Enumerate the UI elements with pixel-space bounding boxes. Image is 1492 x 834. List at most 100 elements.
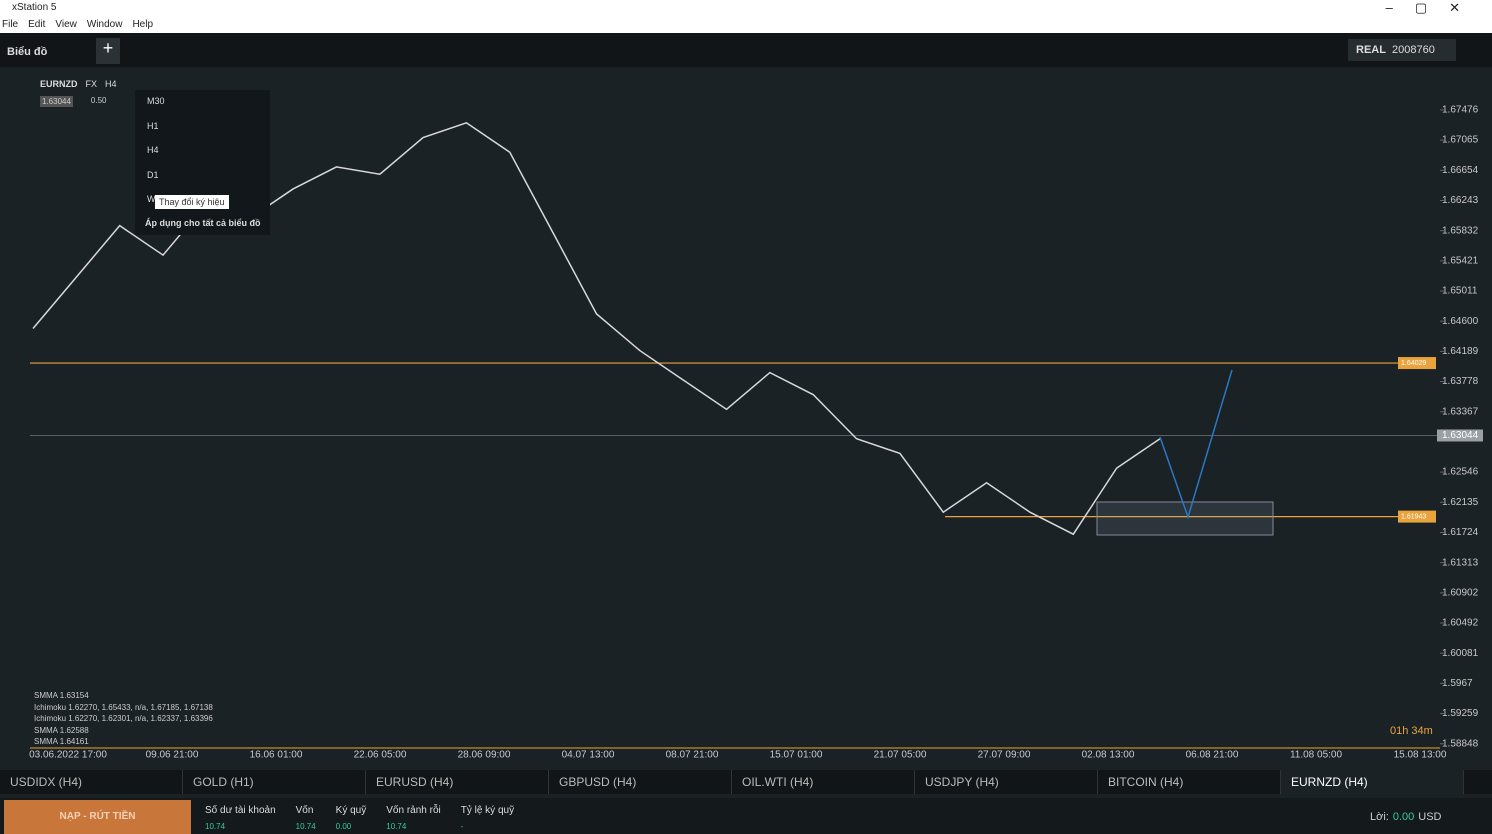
tooltip: Thay đổi ký hiệu — [155, 195, 229, 209]
profit: Lời: 0.00 USD — [1370, 811, 1442, 823]
x-tick-label: 02.08 13:00 — [1082, 750, 1135, 761]
chart-tabs: USDIDX (H4) GOLD (H1) EURUSD (H4) GBPUSD (H… — [0, 770, 1492, 794]
spread: 0.50 — [90, 96, 107, 105]
stat: Số dư tài khoản 10.74 — [205, 805, 276, 831]
symbol-timeframe[interactable]: H4 — [105, 79, 117, 89]
chart-tab[interactable]: Biểu đồ — [7, 46, 48, 58]
indicator-legend: SMMA 1.63154 Ichimoku 1.62270, 1.65433, n… — [34, 690, 213, 748]
x-tick-label: 03.06.2022 17:00 — [29, 750, 107, 761]
stat: Tỷ lệ ký quỹ - — [461, 805, 514, 831]
indicator: SMMA 1.63154 — [34, 691, 89, 700]
y-tick-label: 1.62546 — [1442, 467, 1479, 478]
indicator: SMMA 1.64161 — [34, 737, 89, 746]
tab[interactable]: EURNZD (H4) — [1281, 770, 1464, 794]
level-label-bg — [1398, 510, 1436, 523]
stat: Vốn rảnh rỗi 10.74 — [386, 805, 440, 831]
stat-label: Ký quỹ — [335, 805, 367, 816]
stat: Ký quỹ 0.00 — [336, 805, 367, 831]
y-tick-label: 1.65011 — [1442, 286, 1478, 297]
x-tick-label: 15.08 13:00 — [1394, 750, 1447, 761]
indicator: Ichimoku 1.62270, 1.65433, n/a, 1.67185,… — [34, 702, 213, 712]
y-tick-label: 1.66243 — [1442, 195, 1479, 206]
y-tick-label: 1.67476 — [1442, 105, 1479, 116]
currency: USD — [1418, 811, 1442, 823]
y-tick-label: 1.58848 — [1442, 738, 1479, 749]
stat-value: 0.00 — [335, 822, 352, 831]
stat-value: 10.74 — [205, 822, 226, 831]
symbol-market: FX — [85, 79, 98, 89]
y-tick-label: 1.65421 — [1442, 256, 1479, 267]
tab[interactable]: OIL.WTI (H4) — [732, 770, 915, 794]
x-tick-label: 27.07 09:00 — [978, 750, 1031, 761]
tab[interactable]: USDIDX (H4) — [0, 770, 183, 794]
y-tick-label: 1.61724 — [1442, 527, 1479, 538]
price-input[interactable]: 1.63044 — [40, 96, 73, 107]
symbol-header: EURNZD FX H4 — [40, 79, 117, 89]
stat-label: Vốn rảnh rỗi — [386, 805, 441, 816]
y-tick-label: 1.60902 — [1442, 587, 1479, 598]
x-tick-label: 08.07 21:00 — [666, 750, 719, 761]
timeframe-menu: M30 H1 H4 D1 W Áp dụng cho tất cả biểu đồ — [135, 90, 270, 235]
symbol-name[interactable]: EURNZD — [40, 79, 78, 89]
stat-label: Số dư tài khoản — [205, 805, 276, 816]
menu-option[interactable]: H4 — [147, 145, 159, 155]
profit-value: 0.00 — [1392, 811, 1415, 823]
indicator: Ichimoku 1.62270, 1.62301, n/a, 1.62337,… — [34, 714, 213, 723]
account-stats: Số dư tài khoản 10.74 Vốn 10.74 Ký quỹ 0.00 Vố… — [205, 805, 514, 831]
deposit-button[interactable]: NẠP - RÚT TIỀN — [4, 800, 191, 834]
menu-option[interactable]: W — [147, 194, 156, 204]
add-tab[interactable]: + — [96, 38, 120, 64]
x-tick-label: 16.06 01:00 — [250, 750, 303, 761]
stat-value: - — [460, 822, 464, 831]
footer: NẠP - RÚT TIỀN Số dư tài khoản 10.74 Vốn 10… — [0, 798, 1492, 834]
x-tick-label: 09.06 21:00 — [146, 750, 199, 761]
y-tick-label: 1.63778 — [1442, 376, 1479, 387]
countdown: 01h 34m — [1390, 725, 1433, 737]
window-title: xStation 5 — [12, 2, 57, 13]
tab[interactable]: GBPUSD (H4) — [549, 770, 732, 794]
tab[interactable]: GOLD (H1) — [183, 770, 366, 794]
tab[interactable]: USDJPY (H4) — [915, 770, 1098, 794]
level-label: 1.61943 — [1401, 513, 1426, 520]
stat-value: 10.74 — [386, 822, 407, 831]
forecast-line — [1159, 369, 1233, 520]
menu-option[interactable]: M30 — [147, 96, 165, 106]
y-tick-label: 1.67065 — [1442, 135, 1479, 146]
y-tick-label: 1.64189 — [1442, 346, 1479, 357]
menu-item[interactable]: File — [2, 19, 19, 30]
menu-item[interactable]: View — [55, 19, 77, 30]
y-tick-label: 1.62135 — [1442, 497, 1479, 508]
window-controls[interactable]: –▢✕ — [1385, 0, 1482, 15]
y-tick-label: 1.64600 — [1442, 316, 1479, 327]
x-tick-label: 28.06 09:00 — [458, 750, 511, 761]
menu-item[interactable]: Edit — [28, 19, 46, 30]
menu-option[interactable]: D1 — [147, 169, 159, 180]
y-tick-label: 1.5967 — [1442, 678, 1473, 689]
toolbar: Biểu đồ + REAL 2008760 — [0, 33, 1492, 67]
account-number[interactable]: 2008760 — [1392, 44, 1435, 56]
title-bar: xStation 5 File Edit View Window Help –▢✕ — [0, 0, 1492, 33]
level-label: 1.64029 — [1401, 360, 1426, 367]
stat-label: Tỷ lệ ký quỹ — [460, 805, 515, 816]
x-tick-label: 11.08 05:00 — [1290, 750, 1343, 761]
menu-item[interactable]: Window — [86, 19, 123, 30]
y-tick-label: 1.63367 — [1442, 406, 1479, 417]
account-type: REAL — [1356, 44, 1386, 56]
x-tick-label: 22.06 05:00 — [354, 750, 407, 761]
stat-value: 10.74 — [295, 822, 316, 831]
menu-item[interactable]: Help — [132, 19, 154, 30]
tab[interactable]: EURUSD (H4) — [366, 770, 549, 794]
menu-bar: File Edit View Window Help — [2, 19, 153, 30]
stat-label: Vốn — [295, 805, 314, 816]
menu-option[interactable]: H1 — [147, 120, 159, 131]
order-panel: 1.63044 0.50 — [40, 96, 107, 107]
indicator: SMMA 1.62588 — [34, 725, 89, 735]
y-tick-label: 1.61313 — [1442, 557, 1479, 568]
tab[interactable]: BITCOIN (H4) — [1098, 770, 1281, 794]
level-label-bg — [1437, 429, 1483, 442]
level-label-bg — [1398, 357, 1436, 370]
profit-label: Lời: — [1370, 811, 1389, 823]
apply-all[interactable]: Áp dụng cho tất cả biểu đồ — [145, 218, 261, 228]
y-tick-label: 1.59259 — [1442, 708, 1479, 719]
